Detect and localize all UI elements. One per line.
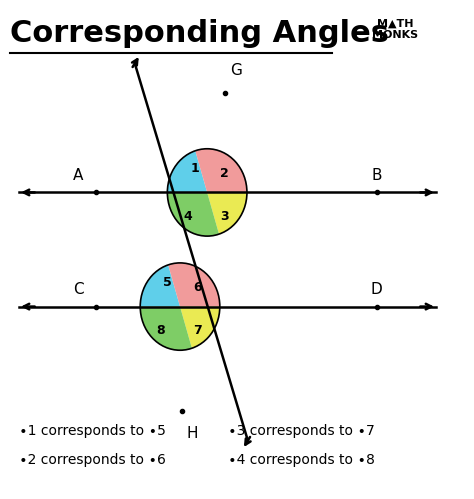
- Text: C: C: [73, 281, 83, 296]
- Wedge shape: [180, 306, 220, 348]
- Wedge shape: [195, 149, 247, 193]
- Text: M▲TH
MONKS: M▲TH MONKS: [372, 19, 418, 40]
- Text: 7: 7: [193, 324, 201, 337]
- Text: 2: 2: [220, 167, 229, 180]
- Text: H: H: [187, 426, 198, 441]
- Text: ∙3 corresponds to ∙7: ∙3 corresponds to ∙7: [228, 424, 374, 438]
- Wedge shape: [168, 263, 220, 306]
- Wedge shape: [167, 151, 207, 193]
- Text: G: G: [230, 63, 242, 78]
- Text: 6: 6: [193, 281, 201, 294]
- Wedge shape: [140, 265, 180, 306]
- Wedge shape: [207, 193, 247, 234]
- Text: 4: 4: [184, 210, 192, 223]
- Text: B: B: [372, 168, 382, 183]
- Text: Corresponding Angles: Corresponding Angles: [10, 19, 390, 48]
- Text: ∙2 corresponds to ∙6: ∙2 corresponds to ∙6: [19, 454, 166, 468]
- Text: 3: 3: [220, 210, 228, 223]
- Text: 5: 5: [163, 276, 172, 289]
- Wedge shape: [167, 193, 219, 236]
- Text: 1: 1: [190, 162, 199, 175]
- Text: D: D: [371, 281, 383, 296]
- Wedge shape: [140, 306, 192, 350]
- Text: 8: 8: [157, 324, 165, 337]
- Text: A: A: [73, 168, 83, 183]
- Text: ∙4 corresponds to ∙8: ∙4 corresponds to ∙8: [228, 454, 374, 468]
- Text: ∙1 corresponds to ∙5: ∙1 corresponds to ∙5: [19, 424, 166, 438]
